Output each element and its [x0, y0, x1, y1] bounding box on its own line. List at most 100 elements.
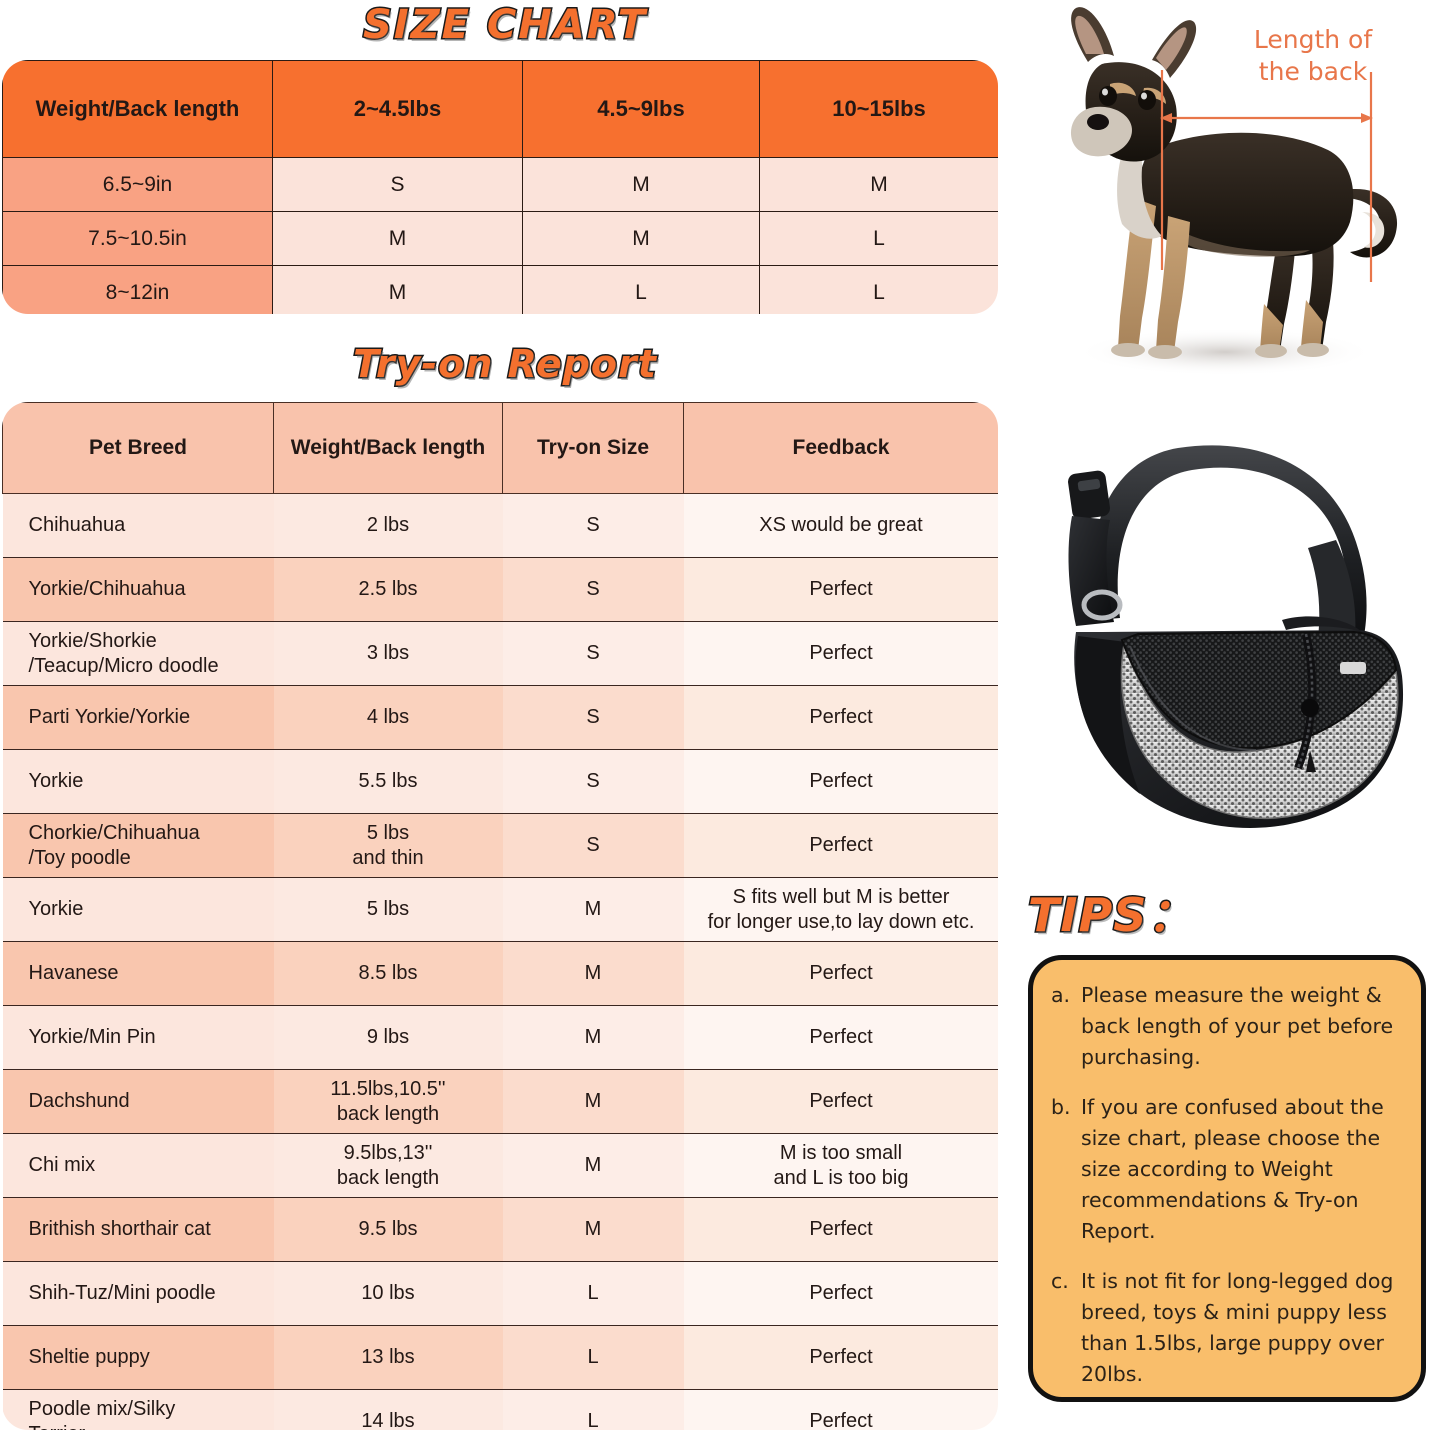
size-chart-col-1: 2~4.5lbs — [272, 60, 523, 158]
cell-weight: 4 lbs — [273, 685, 503, 750]
cell-feedback: Perfect — [683, 557, 998, 622]
tips-title: TIPS： — [1026, 888, 1195, 942]
cell-feedback: Perfect — [683, 749, 998, 814]
cell-feedback: M is too small and L is too big — [683, 1133, 998, 1198]
tip-marker: a. — [1051, 983, 1071, 1007]
cell-breed: Chorkie/Chihuahua/Toy poodle — [2, 813, 274, 878]
cell-breed: Havanese — [2, 941, 274, 1006]
size-chart-title: SIZE CHART — [361, 1, 648, 50]
table-row: Chi mix 9.5lbs,13'' back length M M is too s… — [2, 1133, 998, 1198]
table-row: Yorkie/Min Pin 9 lbs M Perfect — [2, 1005, 998, 1070]
cell-feedback: Perfect — [683, 1069, 998, 1134]
size-chart-row: 6.5~9in S M M — [2, 157, 998, 212]
size-chart-cell: L — [759, 265, 998, 314]
length-of-back-label: Length of the back — [1218, 24, 1408, 88]
cell-size: S — [502, 813, 684, 878]
cell-feedback: S fits well but M is better for longer us… — [683, 877, 998, 942]
table-row: Shih-Tuz/Mini poodle 10 lbs L Perfect — [2, 1261, 998, 1326]
size-chart-header-row: Weight/Back length 2~4.5lbs 4.5~9lbs 10~… — [2, 60, 998, 158]
cell-weight: 5.5 lbs — [273, 749, 503, 814]
size-chart-col-2: 4.5~9lbs — [522, 60, 760, 158]
cell-size: M — [502, 1197, 684, 1262]
tryon-report-title: Try-on Report — [352, 341, 658, 388]
tryon-col-breed: Pet Breed — [2, 402, 274, 494]
cell-feedback: Perfect — [683, 1197, 998, 1262]
cell-breed: Brithish shorthair cat — [2, 1197, 274, 1262]
right-column: Length of the back — [1010, 0, 1445, 1432]
table-row: Brithish shorthair cat 9.5 lbs M Perfect — [2, 1197, 998, 1262]
size-chart-row-label: 6.5~9in — [2, 157, 273, 212]
size-chart-cell: L — [759, 211, 998, 266]
size-chart-table: Weight/Back length 2~4.5lbs 4.5~9lbs 10~… — [2, 60, 998, 314]
cell-size: L — [502, 1325, 684, 1390]
cell-size: M — [502, 1133, 684, 1198]
tip-item: c. It is not fit for long-legged dog bre… — [1051, 1266, 1405, 1390]
cell-feedback: XS would be great — [683, 493, 998, 558]
tryon-header-row: Pet Breed Weight/Back length Try-on Size… — [2, 402, 998, 494]
cell-weight: 9.5 lbs — [273, 1197, 503, 1262]
cell-weight: 2.5 lbs — [273, 557, 503, 622]
left-column: SIZE CHART Weight/Back length 2~4.5lbs 4… — [2, 1, 998, 1430]
cell-breed: Chihuahua — [2, 493, 274, 558]
cell-size: L — [502, 1389, 684, 1430]
cell-size: M — [502, 941, 684, 1006]
measure-line-2: the back — [1258, 57, 1368, 86]
pet-sling-carrier-photo — [1010, 420, 1445, 875]
cell-weight: 9.5lbs,13'' back length — [273, 1133, 503, 1198]
size-chart-row-label: 8~12in — [2, 265, 273, 314]
cell-feedback: Perfect — [683, 941, 998, 1006]
table-row: Yorkie 5 lbs M S fits well but M is better f… — [2, 877, 998, 942]
size-chart-row: 7.5~10.5in M M L — [2, 211, 998, 266]
cell-breed: Parti Yorkie/Yorkie — [2, 685, 274, 750]
cell-weight: 5 lbs and thin — [273, 813, 503, 878]
cell-size: S — [502, 493, 684, 558]
cell-breed: Yorkie/Min Pin — [2, 1005, 274, 1070]
cell-size: M — [502, 1005, 684, 1070]
cell-weight: 8.5 lbs — [273, 941, 503, 1006]
tryon-col-feedback: Feedback — [683, 402, 998, 494]
cell-breed: Yorkie — [2, 749, 274, 814]
measure-line-1: Length of — [1253, 25, 1373, 54]
cell-size: M — [502, 877, 684, 942]
table-row: Havanese 8.5 lbs M Perfect — [2, 941, 998, 1006]
cell-breed: Poodle mix/Silky Terrior — [2, 1389, 274, 1430]
tip-text: It is not fit for long-legged dog breed,… — [1081, 1269, 1394, 1386]
cell-weight: 3 lbs — [273, 621, 503, 686]
dog-measurement-illustration: Length of the back — [1010, 0, 1445, 400]
size-chart-cell: S — [272, 157, 523, 212]
cell-size: L — [502, 1261, 684, 1326]
cell-feedback: Perfect — [683, 1005, 998, 1070]
cell-weight: 11.5lbs,10.5'' back length — [273, 1069, 503, 1134]
tips-box: a. Please measure the weight & back leng… — [1028, 955, 1426, 1402]
cell-feedback: Perfect — [683, 813, 998, 878]
tryon-col-weight: Weight/Back length — [273, 402, 503, 494]
table-row: Yorkie 5.5 lbs S Perfect — [2, 749, 998, 814]
size-chart-cell: M — [522, 157, 760, 212]
cell-size: S — [502, 621, 684, 686]
size-chart-col-0: Weight/Back length — [2, 60, 273, 158]
table-row: Chorkie/Chihuahua/Toy poodle 5 lbs and thi… — [2, 813, 998, 878]
size-chart-cell: M — [272, 265, 523, 314]
cell-breed: Yorkie/Shorkie/Teacup/Micro doodle — [2, 621, 274, 686]
cell-feedback: Perfect — [683, 621, 998, 686]
cell-weight: 10 lbs — [273, 1261, 503, 1326]
tip-text: Please measure the weight & back length … — [1081, 983, 1394, 1069]
chihuahua-photo — [1010, 0, 1445, 400]
cell-breed: Dachshund — [2, 1069, 274, 1134]
size-chart-cell: L — [522, 265, 760, 314]
table-row: Parti Yorkie/Yorkie 4 lbs S Perfect — [2, 685, 998, 750]
tryon-report-table: Pet Breed Weight/Back length Try-on Size… — [2, 402, 998, 1430]
tryon-col-size: Try-on Size — [502, 402, 684, 494]
table-row: Yorkie/Chihuahua 2.5 lbs S Perfect — [2, 557, 998, 622]
table-row: Sheltie puppy 13 lbs L Perfect — [2, 1325, 998, 1390]
cell-feedback: Perfect — [683, 1389, 998, 1430]
tip-marker: c. — [1051, 1269, 1069, 1293]
table-row: Yorkie/Shorkie/Teacup/Micro doodle 3 lbs S… — [2, 621, 998, 686]
table-row: Dachshund 11.5lbs,10.5'' back length M Perfe… — [2, 1069, 998, 1134]
cell-breed: Chi mix — [2, 1133, 274, 1198]
cell-weight: 5 lbs — [273, 877, 503, 942]
cell-feedback: Perfect — [683, 685, 998, 750]
cell-weight: 2 lbs — [273, 493, 503, 558]
